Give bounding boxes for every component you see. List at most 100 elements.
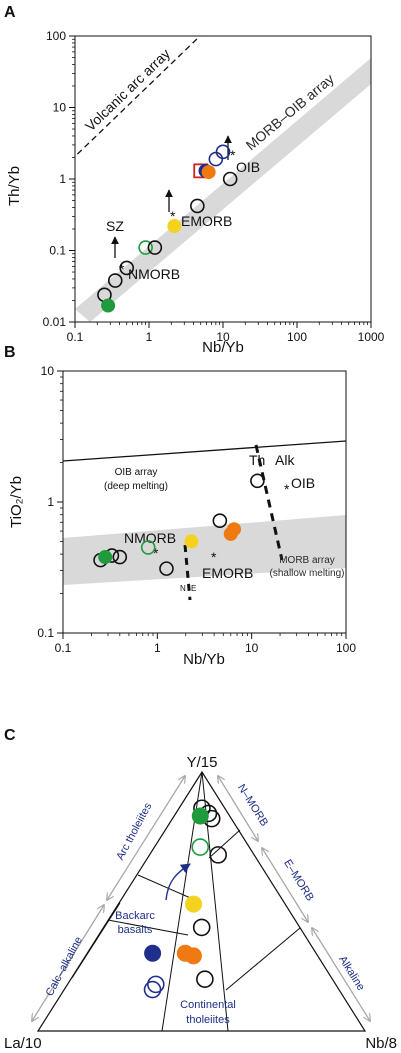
- xlabel-b: Nb/Yb: [183, 651, 225, 668]
- n-e-divider: [183, 544, 192, 601]
- data-point: [147, 975, 165, 994]
- data-point: [222, 171, 238, 187]
- data-points-c: [143, 799, 227, 999]
- emorb-label-b: EMORB: [202, 565, 253, 581]
- data-point: [215, 144, 231, 160]
- data-point: [143, 980, 162, 999]
- xlabel-a: Nb/Yb: [202, 339, 244, 356]
- data-point: [196, 970, 214, 989]
- data-point: [184, 534, 199, 549]
- e-morb-label: E–MORB: [281, 858, 316, 904]
- x-tick-label: 1000: [358, 330, 385, 344]
- morb-oib-array-band: [75, 58, 371, 322]
- data-point: [209, 846, 227, 864]
- data-point: [140, 540, 156, 555]
- data-point: [208, 151, 224, 167]
- data-point: [107, 273, 123, 288]
- x-tick-label: 1: [154, 641, 161, 655]
- data-point: [147, 240, 163, 255]
- nmorb-label-b: NMORB: [124, 530, 176, 546]
- nmorb-star-a: *: [119, 261, 125, 277]
- x-tick-label: 10: [216, 330, 230, 344]
- alk-label: Alk: [275, 452, 295, 468]
- y-tick-label: 0.1: [49, 244, 66, 258]
- data-point: [98, 550, 113, 565]
- nmorb-star-b: *: [153, 545, 159, 561]
- panel-a-label: A: [4, 4, 16, 21]
- data-points-a: [97, 144, 238, 313]
- backarc-label-2: basalts: [118, 924, 153, 936]
- data-point: [112, 549, 128, 565]
- n-label: N: [180, 584, 186, 593]
- n-morb-label: N–MORB: [235, 782, 270, 828]
- emorb-label-a: EMORB: [181, 213, 232, 229]
- panel-b: B 0.1 1 10 100 0.1 1 10 OIB array (deep meltin…: [4, 344, 356, 668]
- volcanic-arc-label: Volcanic arc array: [82, 45, 173, 134]
- data-point: [250, 473, 265, 489]
- oib-label-a: OIB: [236, 159, 260, 175]
- apex-nb8: Nb/8: [365, 1035, 397, 1052]
- data-point: [138, 240, 153, 255]
- data-point: [192, 918, 211, 937]
- emorb-star-b: *: [211, 549, 217, 565]
- morb-array-label-2: (shallow melting): [269, 568, 344, 579]
- continental-label-1: Continental: [180, 999, 236, 1011]
- plot-frame-b: [62, 370, 347, 634]
- data-point: [167, 219, 182, 234]
- x-tick-label: 100: [287, 330, 307, 344]
- nmorb-label-a: NMORB: [128, 266, 180, 282]
- data-point: [212, 513, 228, 528]
- x-tick-label: 100: [336, 641, 356, 655]
- data-point: [101, 298, 116, 313]
- y-tick-label: 10: [53, 101, 67, 115]
- x-tick-label: 0.1: [55, 641, 72, 655]
- ylabel-b: TiO₂/Yb: [8, 476, 25, 528]
- data-point: [144, 944, 162, 962]
- data-point: [227, 522, 242, 537]
- emorb-star-a: *: [170, 208, 176, 224]
- y-tick-label: 100: [46, 29, 66, 43]
- x-tick-label: 1: [146, 330, 153, 344]
- y-tick-label: 1: [47, 495, 54, 509]
- panel-b-label: B: [4, 344, 16, 361]
- arc-tholeiites-label: Arc tholeiites: [114, 801, 154, 863]
- apex-y15: Y/15: [187, 754, 218, 771]
- data-point: [190, 198, 205, 214]
- data-point: [159, 561, 174, 576]
- volcanic-arc-boundary: [75, 36, 201, 158]
- y-tick-label: 10: [41, 364, 55, 378]
- oib-array-label-2: (deep melting): [104, 481, 168, 492]
- data-point: [119, 260, 135, 276]
- y-tick-label: 0.01: [43, 315, 67, 329]
- backarc-label-1: Backarc: [115, 910, 155, 922]
- y-tick-label: 1: [59, 172, 66, 186]
- morb-array-label-1: MORB array: [279, 555, 335, 566]
- data-point: [201, 165, 216, 180]
- data-point: [184, 947, 202, 965]
- oib-star-a: *: [230, 147, 236, 163]
- backarc-arrow: [165, 863, 191, 901]
- y-tick-label: 0.1: [37, 626, 54, 640]
- th-label: Th: [249, 452, 265, 468]
- oib-star-b: *: [284, 481, 290, 497]
- th-alk-divider: [254, 444, 284, 561]
- ternary-field-arrows: [32, 776, 370, 1021]
- ylabel-a: Th/Yb: [6, 166, 23, 206]
- data-point: [191, 807, 209, 825]
- data-point: [191, 838, 210, 856]
- continental-label-2: tholeiites: [186, 1014, 230, 1026]
- e-label: E: [191, 584, 196, 593]
- oib-label-b: OIB: [291, 475, 315, 491]
- panel-c: C Y/15 La/10 Nb/8 Arc tholeiites Calc–al…: [4, 727, 397, 1052]
- data-points-b: [93, 473, 265, 576]
- x-tick-label: 10: [245, 641, 259, 655]
- apex-la10: La/10: [4, 1035, 42, 1052]
- axes-b-ticks: 0.1 1 10 100 0.1 1 10: [37, 364, 356, 655]
- x-tick-label: 0.1: [67, 330, 84, 344]
- data-point: [185, 895, 203, 913]
- oib-array-label-1: OIB array: [115, 467, 158, 478]
- sz-label: SZ: [106, 218, 124, 234]
